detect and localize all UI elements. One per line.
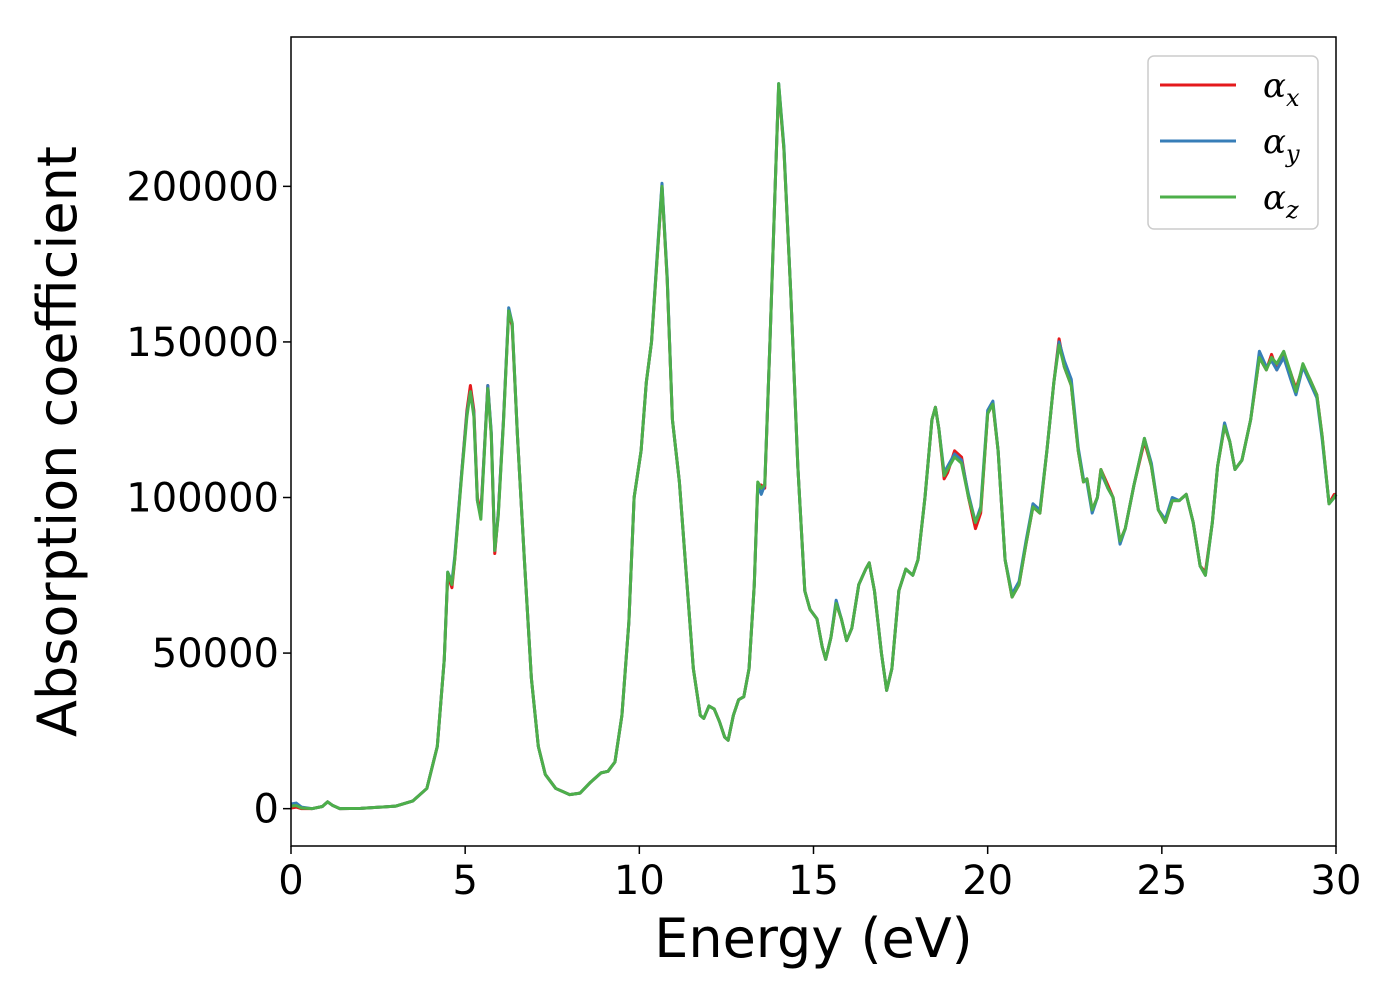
y-tick-label: 150000 bbox=[126, 320, 279, 366]
y-tick-label: 200000 bbox=[126, 164, 279, 210]
x-axis-label: Energy (eV) bbox=[654, 907, 973, 970]
x-tick-label: 20 bbox=[962, 858, 1013, 904]
series-layer bbox=[290, 82, 1338, 811]
y-tick-label: 0 bbox=[254, 787, 279, 833]
legend-label-alpha-z: αz bbox=[1263, 178, 1299, 224]
x-tick-label: 10 bbox=[614, 858, 665, 904]
y-tick-label: 50000 bbox=[152, 631, 279, 677]
x-tick-label: 5 bbox=[452, 858, 477, 904]
x-axis: 0 5 10 15 20 25 30 bbox=[278, 846, 1361, 904]
y-tick-label: 100000 bbox=[126, 476, 279, 522]
legend-label-alpha-y: αy bbox=[1263, 122, 1300, 168]
legend-label-alpha-x: αx bbox=[1263, 66, 1300, 112]
series-line-alpha-z bbox=[290, 82, 1338, 811]
y-axis: 0 50000 100000 150000 200000 bbox=[126, 164, 291, 833]
x-tick-label: 0 bbox=[278, 858, 303, 904]
x-tick-label: 30 bbox=[1311, 858, 1362, 904]
legend: αx αy αz bbox=[1147, 55, 1319, 230]
x-tick-label: 25 bbox=[1136, 858, 1187, 904]
y-axis-label: Absorption coefficient bbox=[26, 146, 89, 737]
x-tick-label: 15 bbox=[788, 858, 839, 904]
